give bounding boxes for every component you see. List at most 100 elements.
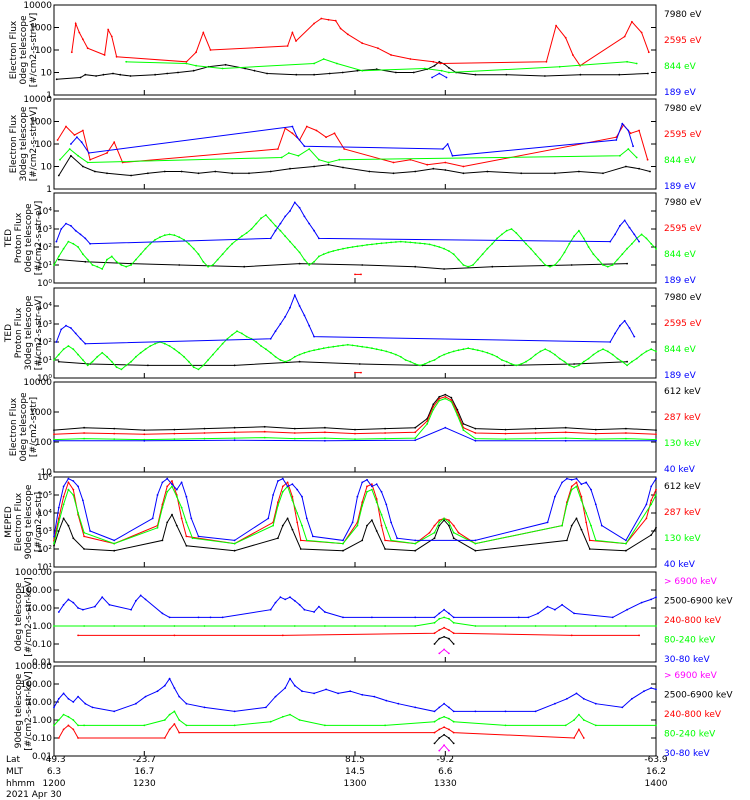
- data-point: [628, 327, 631, 329]
- data-point: [549, 265, 551, 268]
- data-point: [361, 264, 364, 266]
- data-point: [646, 158, 649, 161]
- x-tick-label-lat: 81.5: [345, 755, 365, 765]
- data-point: [582, 719, 585, 721]
- data-point: [284, 598, 287, 601]
- data-point: [327, 251, 330, 254]
- data-point: [534, 427, 537, 430]
- data-point: [212, 353, 214, 356]
- data-point: [611, 616, 614, 619]
- data-point: [438, 728, 441, 731]
- data-point: [573, 363, 575, 365]
- data-point: [265, 348, 267, 351]
- data-point: [327, 346, 330, 349]
- data-point: [575, 692, 578, 695]
- data-point: [191, 537, 194, 540]
- data-point: [452, 253, 455, 256]
- legend-label: 844 eV: [664, 250, 697, 260]
- data-point: [433, 621, 436, 624]
- data-point: [456, 411, 459, 413]
- data-point: [57, 174, 60, 177]
- series-line: [55, 201, 640, 245]
- data-point: [296, 136, 299, 139]
- data-point: [448, 250, 450, 252]
- data-point: [84, 702, 87, 705]
- data-point: [291, 483, 294, 486]
- data-point: [600, 524, 603, 527]
- data-point: [313, 335, 315, 338]
- data-point: [161, 612, 164, 615]
- data-point: [57, 737, 60, 739]
- data-point: [414, 542, 417, 545]
- data-point: [392, 172, 395, 175]
- data-point: [534, 625, 537, 627]
- data-point: [575, 517, 578, 520]
- data-point: [380, 513, 383, 516]
- data-point: [305, 125, 308, 128]
- data-point: [202, 364, 205, 367]
- data-point: [72, 242, 75, 245]
- data-point: [73, 134, 76, 136]
- data-point: [287, 152, 290, 154]
- data-point: [207, 265, 210, 268]
- data-point: [67, 345, 70, 347]
- data-point: [375, 483, 378, 486]
- data-point: [361, 69, 364, 72]
- data-point: [384, 548, 386, 550]
- data-point: [197, 616, 200, 619]
- data-point: [544, 348, 547, 351]
- y-tick-label: 0.10: [32, 640, 52, 650]
- data-point: [56, 139, 59, 141]
- data-point: [214, 170, 217, 173]
- data-point: [443, 702, 445, 705]
- data-point: [221, 616, 224, 619]
- data-point: [404, 359, 407, 361]
- data-point: [231, 333, 234, 336]
- x-tick-label-hhmm: 1330: [434, 779, 457, 789]
- data-point: [243, 265, 246, 268]
- data-point: [53, 429, 55, 431]
- data-point: [438, 246, 441, 248]
- data-point: [269, 351, 272, 354]
- data-point: [197, 535, 200, 538]
- data-point: [203, 625, 206, 627]
- series-line: [53, 677, 657, 712]
- data-point: [89, 242, 91, 245]
- data-point: [337, 692, 339, 695]
- y-tick-label: 10³: [37, 320, 52, 330]
- data-point: [444, 395, 447, 398]
- data-point: [296, 521, 299, 524]
- data-point: [448, 717, 450, 720]
- x-tick-label-lat: -63.9: [644, 755, 668, 765]
- data-point: [428, 531, 431, 534]
- data-point: [175, 495, 178, 498]
- data-point: [638, 129, 640, 132]
- data-point: [77, 154, 79, 157]
- data-point: [263, 430, 266, 433]
- data-point: [274, 224, 277, 227]
- data-point: [154, 73, 157, 76]
- data-point: [130, 264, 133, 266]
- data-point: [472, 264, 474, 266]
- data-point: [588, 539, 591, 542]
- data-point: [62, 503, 65, 506]
- data-point: [655, 526, 657, 529]
- data-point: [438, 395, 441, 398]
- data-point: [438, 617, 441, 620]
- data-point: [384, 625, 386, 627]
- data-point: [385, 503, 388, 506]
- data-point: [476, 258, 479, 261]
- data-point: [318, 158, 320, 161]
- data-point: [65, 324, 67, 327]
- y-axis-label: TEDProton Flux30deg telescope[#/cm2-s-st…: [4, 295, 44, 370]
- mlt-row-label: MLT: [6, 767, 24, 777]
- data-point: [474, 73, 477, 76]
- data-point: [390, 351, 392, 354]
- data-point: [433, 537, 436, 540]
- y-tick-label: 10⁶: [37, 473, 52, 483]
- data-point: [168, 345, 171, 347]
- data-point: [245, 232, 248, 234]
- data-point: [638, 240, 640, 243]
- x-tick-label-hhmm: 1400: [645, 779, 668, 789]
